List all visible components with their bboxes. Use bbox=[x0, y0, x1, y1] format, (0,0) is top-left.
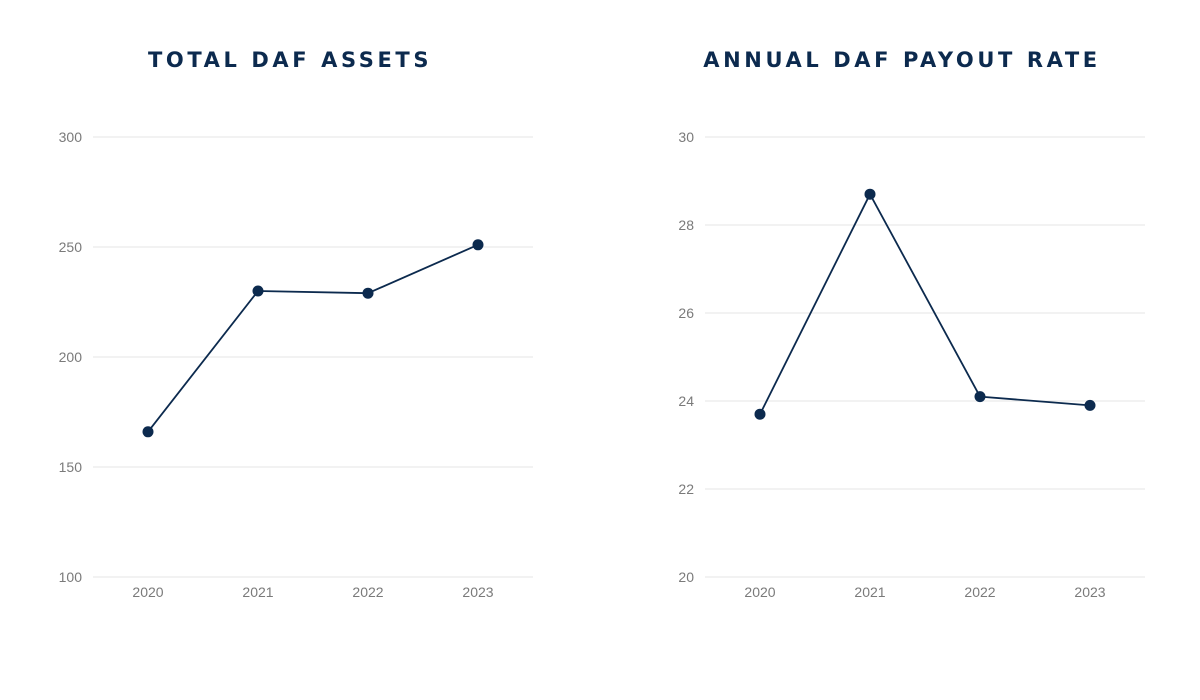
data-point bbox=[974, 391, 986, 403]
gridlines bbox=[705, 136, 1145, 578]
series-line bbox=[759, 193, 1091, 415]
y-tick-label: 22 bbox=[678, 481, 694, 497]
gridlines bbox=[93, 136, 533, 578]
y-tick-label: 24 bbox=[678, 393, 694, 409]
y-tick-label: 30 bbox=[678, 129, 694, 145]
x-tick-label: 2020 bbox=[132, 584, 163, 600]
y-tick-label: 200 bbox=[59, 349, 83, 365]
data-point bbox=[252, 285, 264, 297]
x-axis-ticks: 2020 2021 2022 2023 bbox=[744, 584, 1105, 600]
data-point bbox=[754, 408, 766, 420]
chart-panel-total-daf-assets: TOTAL DAF ASSETS 100 150 200 250 300 2020 2021… bbox=[59, 48, 533, 600]
chart-title: TOTAL DAF ASSETS bbox=[147, 48, 433, 72]
y-tick-label: 100 bbox=[59, 569, 83, 585]
y-tick-label: 250 bbox=[59, 239, 83, 255]
data-point bbox=[142, 426, 154, 438]
y-tick-label: 20 bbox=[678, 569, 694, 585]
x-tick-label: 2020 bbox=[744, 584, 775, 600]
data-point bbox=[472, 239, 484, 251]
line-chart-total-daf-assets: 100 150 200 250 300 2020 2021 2022 2023 bbox=[59, 129, 533, 600]
x-tick-label: 2021 bbox=[242, 584, 273, 600]
chart-panel-annual-daf-payout-rate: ANNUAL DAF PAYOUT RATE 20 22 24 26 28 30 2020 2… bbox=[600, 0, 1200, 700]
y-tick-label: 26 bbox=[678, 305, 694, 321]
y-tick-label: 150 bbox=[59, 459, 83, 475]
x-tick-label: 2022 bbox=[964, 584, 995, 600]
y-tick-label: 28 bbox=[678, 217, 694, 233]
series-line bbox=[147, 243, 479, 433]
data-point bbox=[1084, 399, 1096, 411]
x-tick-label: 2023 bbox=[1074, 584, 1105, 600]
chart-title: ANNUAL DAF PAYOUT RATE bbox=[703, 48, 1101, 72]
x-tick-label: 2021 bbox=[854, 584, 885, 600]
x-tick-label: 2023 bbox=[462, 584, 493, 600]
y-axis-ticks: 20 22 24 26 28 30 bbox=[678, 129, 694, 585]
data-point bbox=[864, 188, 876, 200]
y-tick-label: 300 bbox=[59, 129, 83, 145]
x-axis-ticks: 2020 2021 2022 2023 bbox=[132, 584, 493, 600]
x-tick-label: 2022 bbox=[352, 584, 383, 600]
data-point bbox=[362, 287, 374, 299]
y-axis-ticks: 100 150 200 250 300 bbox=[59, 129, 83, 585]
